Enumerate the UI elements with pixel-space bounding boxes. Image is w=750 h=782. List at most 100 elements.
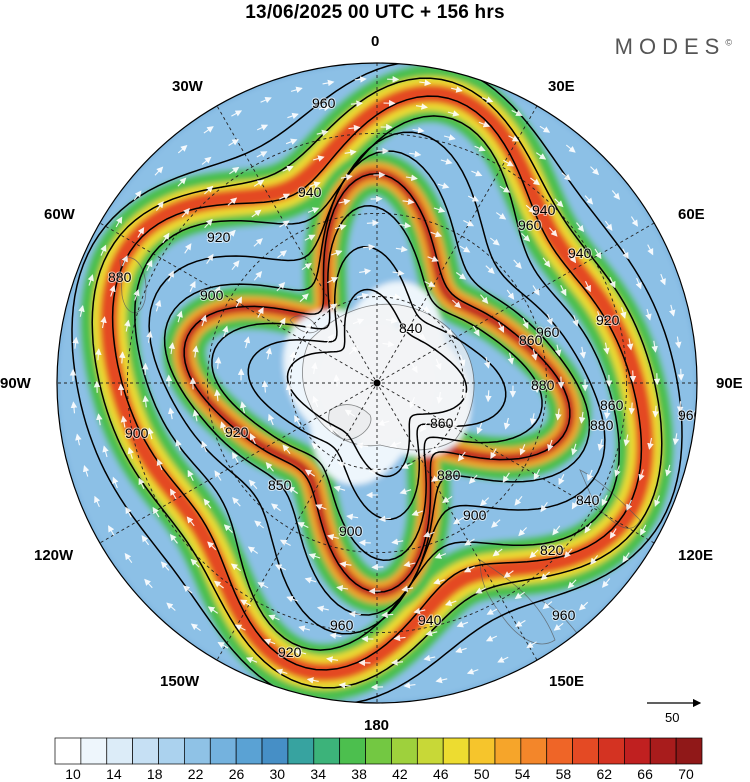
- contour-label: 860: [430, 415, 454, 431]
- wind-vector-arrow: [647, 244, 654, 256]
- wind-vector-arrow: [518, 527, 527, 537]
- wind-vector-arrow: [141, 535, 150, 546]
- wind-vector-arrow: [554, 344, 562, 357]
- wind-vector-arrow: [331, 250, 343, 257]
- contour-label: 960: [312, 95, 336, 111]
- wind-vector-arrow: [133, 289, 140, 301]
- wind-vector-arrow: [340, 173, 353, 181]
- contour-label: 850: [268, 477, 292, 493]
- wind-vector-arrow: [127, 447, 134, 459]
- wind-vector-arrow: [485, 635, 498, 642]
- modes-logo: MODES©: [614, 34, 732, 59]
- wind-vector-arrow: [354, 76, 367, 83]
- colorbar-tick-label: 22: [188, 766, 204, 782]
- wind-vector-arrow: [146, 330, 153, 343]
- lon-label-30w: 30W: [172, 78, 203, 95]
- wind-vector-arrow: [461, 387, 468, 400]
- wind-vector-arrow: [299, 293, 309, 303]
- wind-vector-arrow: [253, 179, 265, 187]
- colorbar-bin: [235, 737, 263, 765]
- contour-label: 840: [576, 492, 600, 508]
- wind-vector-arrow: [640, 524, 647, 536]
- contour-label: 960: [536, 324, 560, 340]
- contour-line: [91, 77, 663, 689]
- wind-vector-arrow: [203, 498, 212, 509]
- wind-vector-arrow: [154, 299, 162, 312]
- colorbar-tick-label: 58: [556, 766, 572, 782]
- reference-vector-label: 50: [665, 710, 680, 725]
- wind-vector-arrow: [647, 437, 654, 450]
- wind-vector-arrow: [507, 352, 515, 365]
- lon-label-60e: 60E: [678, 206, 705, 223]
- wind-vector-arrow: [401, 462, 413, 469]
- wind-vector-arrow: [304, 323, 312, 334]
- wind-vector-arrow: [597, 438, 604, 451]
- wind-vector-arrow: [532, 285, 540, 296]
- wind-vector-arrow: [555, 408, 562, 421]
- wind-vector-arrow: [275, 668, 288, 675]
- wind-vector-arrow: [137, 227, 145, 238]
- wind-vector-arrow: [257, 582, 269, 589]
- wind-vector-arrow: [590, 555, 599, 565]
- wind-vector-arrow: [274, 564, 287, 571]
- wind-vector-arrow: [294, 415, 301, 426]
- wind-vector-arrow: [481, 96, 494, 103]
- wind-vector-arrow: [72, 336, 79, 349]
- wind-vector-arrow: [413, 607, 426, 615]
- wind-vector-arrow: [290, 86, 303, 94]
- wind-vector-arrow: [333, 485, 346, 492]
- wind-vector-arrow: [399, 488, 412, 495]
- wind-vector-arrow: [463, 220, 475, 227]
- wind-vector-arrow: [100, 244, 107, 256]
- contour-label: 960: [518, 217, 542, 233]
- wind-vector-arrow: [190, 558, 200, 568]
- contour-label: 920: [596, 312, 620, 328]
- wind-vector-arrow: [385, 317, 398, 324]
- wind-vector-arrow: [514, 591, 525, 600]
- wind-vector-arrow: [485, 390, 492, 403]
- wind-vector-arrow: [601, 578, 611, 588]
- wind-vector-arrow: [298, 625, 311, 632]
- wind-vector-arrow: [356, 292, 369, 300]
- colorbar-tick-label: 10: [65, 766, 81, 782]
- wind-vector-arrow: [192, 409, 200, 422]
- wind-vector-arrow: [519, 444, 526, 456]
- wind-vector-arrow: [530, 177, 541, 186]
- wind-vector-arrow: [315, 504, 327, 511]
- wind-vector-arrow: [463, 566, 475, 573]
- wind-vector-arrow: [167, 407, 175, 420]
- wind-vector-arrow: [472, 325, 480, 337]
- wind-vector-arrow: [525, 204, 536, 213]
- wind-vector-arrow: [285, 138, 298, 145]
- wind-vector-arrow: [476, 422, 483, 435]
- wind-vector-arrow: [480, 497, 490, 507]
- wind-vector-arrow: [506, 289, 515, 300]
- wind-vector-arrow: [214, 356, 222, 369]
- map-title: 13/06/2025 00 UTC + 156 hrs: [245, 2, 505, 23]
- wind-vector-arrow: [533, 469, 540, 481]
- wind-vector-arrow: [521, 233, 531, 242]
- wind-vector-arrow: [403, 682, 416, 689]
- wind-vectors: [69, 76, 685, 691]
- contour-line: [211, 205, 543, 561]
- contour-label: 920: [225, 424, 249, 440]
- wind-vector-arrow: [156, 458, 163, 471]
- wind-vector-arrow: [433, 206, 446, 213]
- wind-vector-arrow: [94, 495, 101, 508]
- wind-vector-arrow: [529, 549, 539, 559]
- wind-vector-arrow: [467, 195, 480, 202]
- wind-vector-arrow: [645, 308, 652, 321]
- contour-line: [183, 173, 571, 593]
- wind-vector-arrow: [586, 469, 594, 482]
- lon-label-90w: 90W: [0, 375, 31, 392]
- colorbar-tick-label: 66: [637, 766, 653, 782]
- contour-label: 900: [200, 287, 224, 303]
- colorbar-tick-label: 70: [678, 766, 694, 782]
- wind-vector-arrow: [240, 599, 251, 607]
- wind-vector-arrow: [254, 520, 265, 529]
- wind-vector-arrow: [187, 469, 194, 481]
- contour-line: [286, 288, 468, 478]
- wind-vector-arrow: [444, 599, 457, 606]
- wind-vector-arrow: [190, 623, 201, 632]
- colorbar-bin: [158, 737, 185, 765]
